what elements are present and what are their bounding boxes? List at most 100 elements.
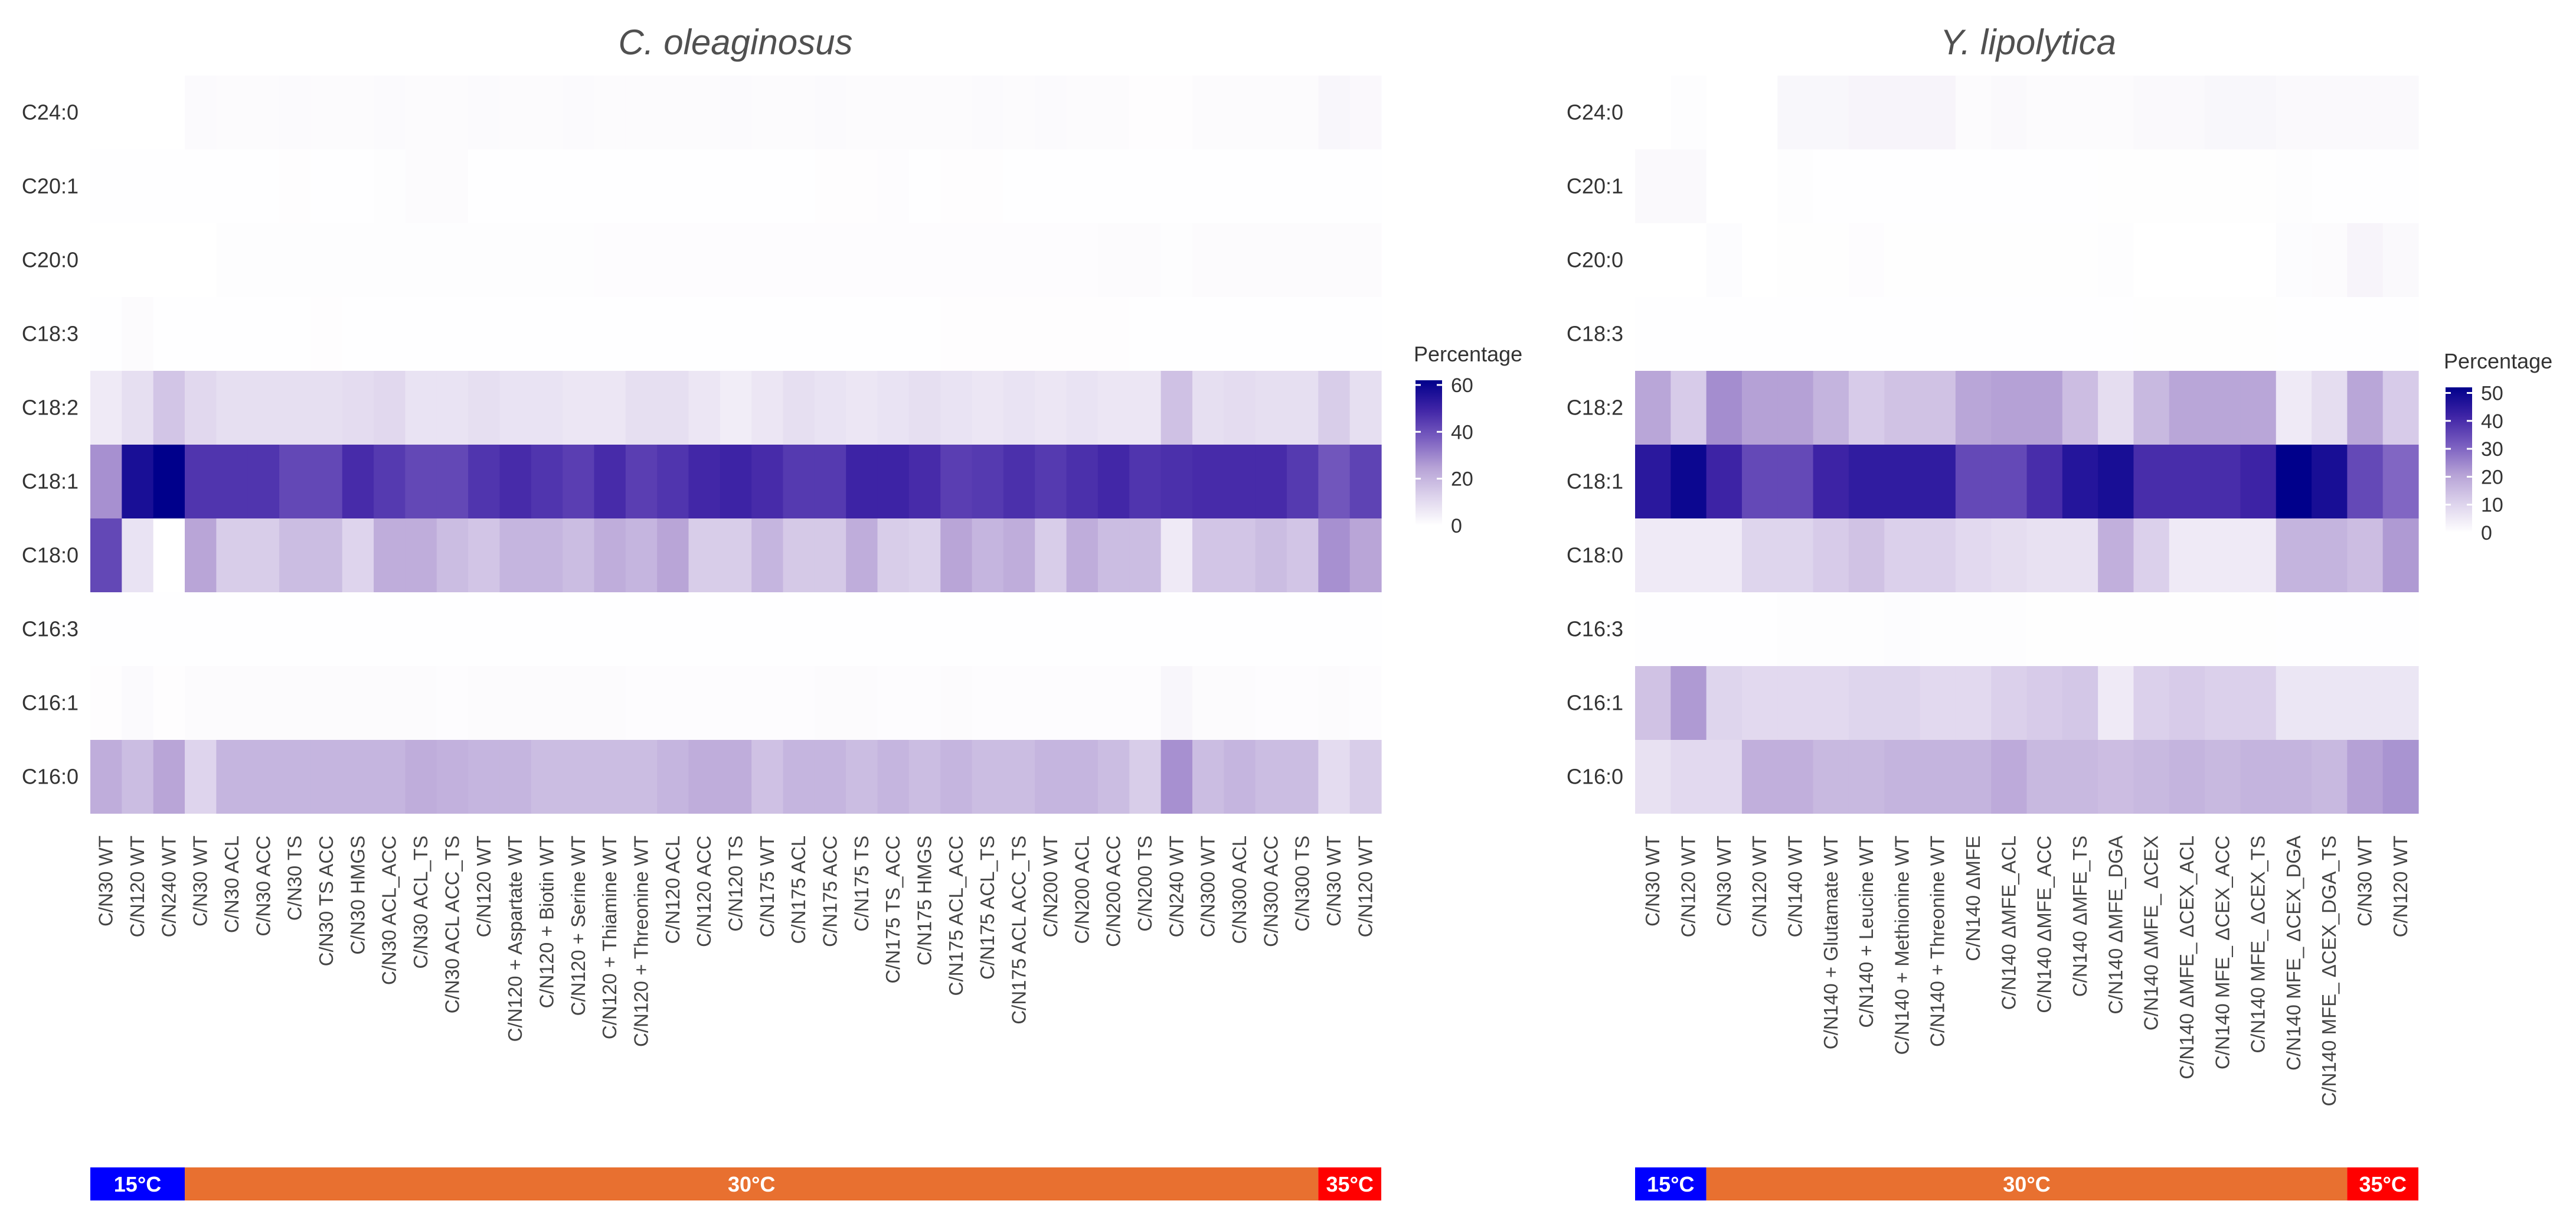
- column-label: C/N120 WT: [1354, 836, 1376, 937]
- heatmap-cell: [2347, 371, 2384, 445]
- heatmap-cell: [1635, 666, 1671, 740]
- heatmap-cell: [1813, 666, 1849, 740]
- heatmap-cell: [846, 740, 878, 814]
- heatmap-cell: [1318, 740, 1351, 814]
- column-label: C/N30 HMGS: [346, 836, 368, 955]
- column-label: C/N240 WT: [158, 836, 179, 937]
- colorbar-tick-label: 40: [1451, 421, 1473, 443]
- heatmap-cell: [1035, 445, 1067, 518]
- heatmap-cell: [814, 223, 846, 297]
- heatmap-cell: [1741, 149, 1778, 223]
- heatmap-cell: [1129, 297, 1162, 371]
- heatmap-cell: [625, 371, 658, 445]
- heatmap-cell: [279, 740, 311, 814]
- heatmap-cell: [1706, 149, 1743, 223]
- heatmap-cell: [814, 592, 846, 666]
- heatmap-cell: [122, 518, 154, 592]
- heatmap-cell: [2382, 297, 2419, 371]
- heatmap-cell: [1635, 518, 1671, 592]
- column-label: C/N120 + Thiamine WT: [599, 836, 620, 1039]
- heatmap-cell: [1671, 223, 1707, 297]
- heatmap-cell: [531, 149, 563, 223]
- heatmap-cell: [405, 297, 437, 371]
- heatmap-cell: [1224, 223, 1256, 297]
- heatmap-cell: [499, 592, 532, 666]
- heatmap-cell: [2347, 223, 2384, 297]
- heatmap-cell: [153, 223, 185, 297]
- heatmap-cell: [751, 445, 784, 518]
- heatmap-cell: [279, 149, 311, 223]
- heatmap-cell: [2312, 371, 2348, 445]
- heatmap-cell: [90, 371, 122, 445]
- heatmap-cell: [122, 76, 154, 149]
- heatmap-cell: [1884, 149, 1921, 223]
- column-label: C/N175 HMGS: [914, 836, 936, 965]
- heatmap-cell: [247, 223, 280, 297]
- column-label: C/N175 ACL: [787, 836, 809, 944]
- heatmap-cell: [908, 371, 941, 445]
- heatmap-cell: [720, 592, 752, 666]
- heatmap-cell: [216, 149, 249, 223]
- heatmap-cell: [468, 76, 501, 149]
- heatmap-cell: [531, 223, 563, 297]
- heatmap-cell: [1635, 445, 1671, 518]
- heatmap-cell: [2276, 666, 2312, 740]
- column-label: C/N140 ΔMFE_ACC: [2034, 836, 2055, 1013]
- column-label: C/N300 WT: [1197, 836, 1219, 937]
- heatmap-cell: [720, 518, 752, 592]
- column-label: C/N200 ACL: [1071, 836, 1093, 944]
- heatmap-cell: [1003, 76, 1035, 149]
- row-label: C18:1: [22, 469, 79, 494]
- heatmap-cell: [751, 76, 784, 149]
- column-label: C/N175 WT: [756, 836, 778, 937]
- heatmap-cell: [1003, 149, 1035, 223]
- heatmap-cell: [531, 518, 563, 592]
- heatmap-cell: [688, 223, 721, 297]
- heatmap-cell: [1097, 76, 1130, 149]
- heatmap-cell: [846, 371, 878, 445]
- heatmap-cell: [216, 297, 249, 371]
- heatmap-cell: [972, 371, 1004, 445]
- column-label: C/N140 MFE_ ΔCEX_DGA: [2283, 836, 2304, 1071]
- heatmap-cell: [688, 666, 721, 740]
- column-label: C/N30 ACL_TS: [410, 836, 431, 969]
- heatmap-cell: [2062, 592, 2098, 666]
- heatmap-cell: [594, 592, 626, 666]
- heatmap-cell: [657, 592, 689, 666]
- heatmap-cell: [972, 592, 1004, 666]
- heatmap-cell: [1848, 666, 1885, 740]
- column-label: C/N175 ACL_ACC: [945, 836, 967, 996]
- row-label: C16:0: [22, 765, 79, 789]
- heatmap-cell: [1003, 297, 1035, 371]
- heatmap-cell: [1035, 740, 1067, 814]
- heatmap-cell: [940, 592, 973, 666]
- heatmap-cell: [1286, 666, 1319, 740]
- heatmap-cell: [1286, 76, 1319, 149]
- heatmap-cell: [2205, 592, 2241, 666]
- column-label: C/N300 TS: [1292, 836, 1313, 932]
- temperature-label: 15°C: [1647, 1172, 1694, 1196]
- column-label: C/N120 WT: [473, 836, 495, 937]
- heatmap-cell: [1349, 592, 1382, 666]
- heatmap-cell: [2026, 740, 2063, 814]
- heatmap-cell: [531, 371, 563, 445]
- row-label: C18:3: [1567, 322, 1623, 346]
- column-label: C/N120 TS: [725, 836, 747, 932]
- heatmap-cell: [216, 740, 249, 814]
- row-label: C18:0: [1567, 543, 1623, 567]
- heatmap-cell: [1706, 445, 1743, 518]
- heatmap-cell: [908, 76, 941, 149]
- heatmap-cell: [247, 149, 280, 223]
- heatmap-cell: [2062, 445, 2098, 518]
- heatmap-cell: [279, 445, 311, 518]
- column-label: C/N300 ACL: [1228, 836, 1250, 944]
- heatmap-cell: [1741, 666, 1778, 740]
- heatmap-cell: [310, 666, 343, 740]
- column-label: C/N120 + Threonine WT: [630, 836, 652, 1047]
- heatmap-cell: [405, 76, 437, 149]
- heatmap-cell: [1035, 149, 1067, 223]
- heatmap-cell: [1286, 297, 1319, 371]
- heatmap-cell: [594, 740, 626, 814]
- heatmap-cell: [1671, 76, 1707, 149]
